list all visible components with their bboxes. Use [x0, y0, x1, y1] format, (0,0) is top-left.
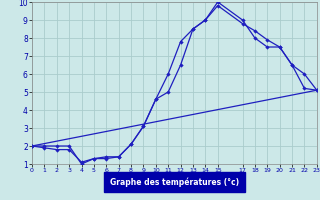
- X-axis label: Graphe des températures (°c): Graphe des températures (°c): [110, 177, 239, 187]
